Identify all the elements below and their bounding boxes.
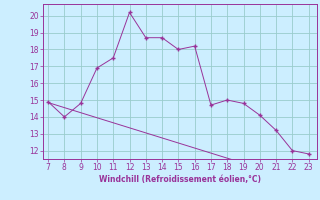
X-axis label: Windchill (Refroidissement éolien,°C): Windchill (Refroidissement éolien,°C) — [99, 175, 261, 184]
